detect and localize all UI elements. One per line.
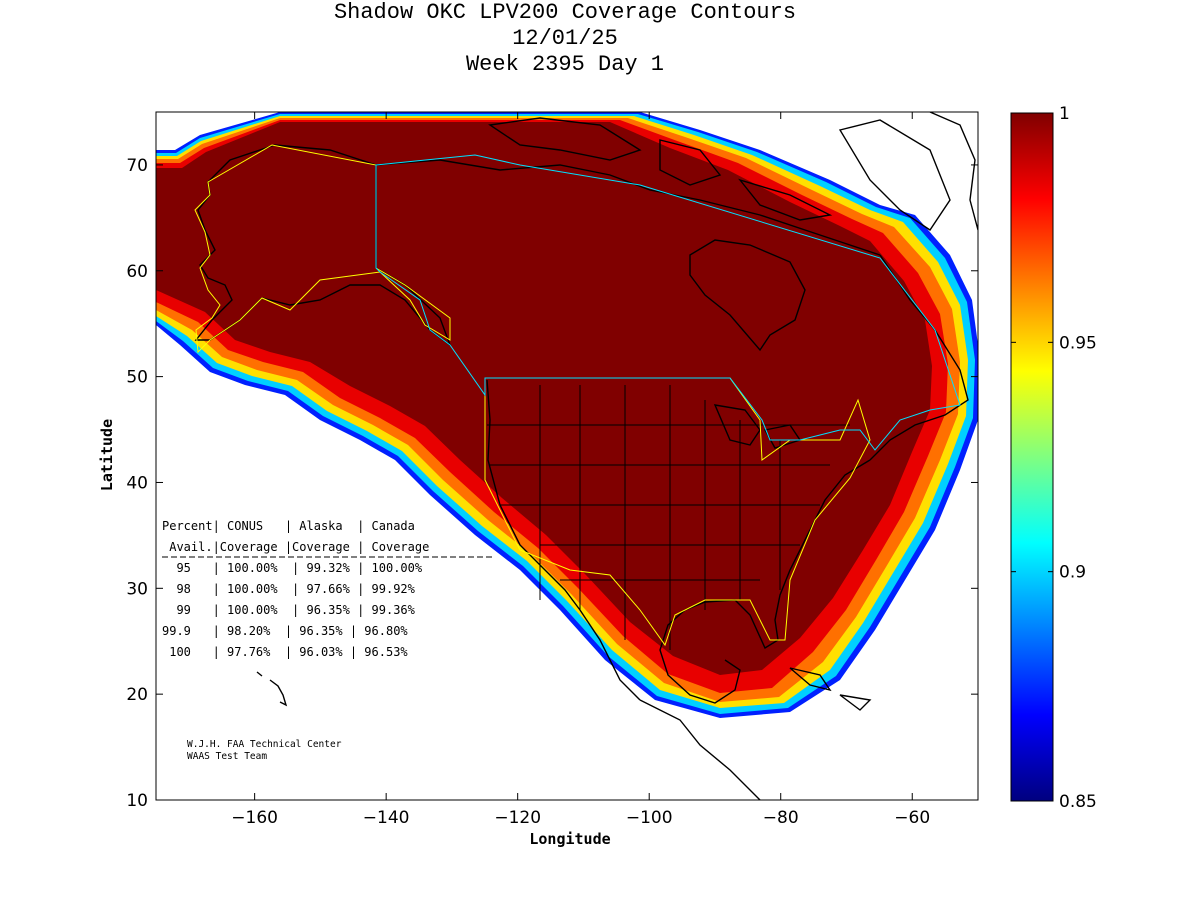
coverage-contours [156,112,978,718]
y-tick-label: 10 [126,791,148,811]
colorbar [1010,112,1054,802]
table-row: 99 | 100.00% | 96.35% | 99.36% [162,603,416,617]
chart-title-line3: Week 2395 Day 1 [465,52,665,77]
hawaii-islands [256,671,288,707]
caribbean-islands [789,667,872,711]
colorbar-tick-label: 0.85 [1059,792,1097,812]
arctic-islands [488,117,951,231]
y-axis-label: Latitude [98,419,116,491]
table-header-line1: Percent| CONUS | Alaska | Canada [162,519,415,533]
x-tick-label: −120 [494,808,541,828]
y-tick-label: 70 [126,156,148,176]
conus-region-outline [484,377,871,647]
table-row: 99.9 | 98.20% | 96.35% | 96.80% [162,624,408,638]
x-tick-label: −100 [626,808,673,828]
y-tick-label: 40 [126,473,148,493]
contour-dark-red [156,122,932,675]
central-america-coast [639,699,761,800]
colorbar-tick-label: 0.95 [1059,333,1097,353]
credit-line2: WAAS Test Team [187,751,267,762]
table-header-line2: Avail.|Coverage |Coverage | Coverage [162,540,429,554]
y-tick-label: 60 [126,262,148,282]
colorbar-tick-label: 1 [1059,104,1070,124]
plot-frame [155,111,979,801]
table-row: 100 | 97.76% | 96.03% | 96.53% [162,645,408,659]
axes: −160 −140 −120 −100 −80 −60 10 20 30 40 50 60 70 [126,112,978,828]
canada-arctic-coast [375,159,881,256]
x-tick-label: −140 [363,808,410,828]
y-tick-label: 30 [126,579,148,599]
table-row: 95 | 100.00% | 99.32% | 100.00% [162,561,423,575]
colorbar-ticks: 0.85 0.9 0.95 1 [1011,104,1097,812]
table-row: 98 | 100.00% | 97.66% | 99.92% [162,582,416,596]
x-tick-label: −160 [231,808,278,828]
y-tick-label: 20 [126,685,148,705]
colorbar-tick-label: 0.9 [1059,563,1086,583]
us-state-grid [487,385,850,650]
chart-title-line2: 12/01/25 [512,26,618,51]
alaska-region-outline [194,144,451,354]
chart-title-line1: Shadow OKC LPV200 Coverage Contours [333,0,797,25]
greenland-coast [929,112,978,231]
hudson-bay-coast [689,239,806,352]
x-axis-label: Longitude [529,830,610,848]
us-west-coast [486,379,641,701]
region-outlines [194,144,961,647]
coverage-table: Percent| CONUS | Alaska | Canada Avail.|… [162,519,495,659]
x-tick-label: −80 [763,808,799,828]
canada-region-outline [375,154,961,451]
x-tick-label: −60 [894,808,930,828]
y-tick-label: 50 [126,368,148,388]
east-canada-coast [869,254,969,461]
credit-line1: W.J.H. FAA Technical Center [187,739,342,750]
